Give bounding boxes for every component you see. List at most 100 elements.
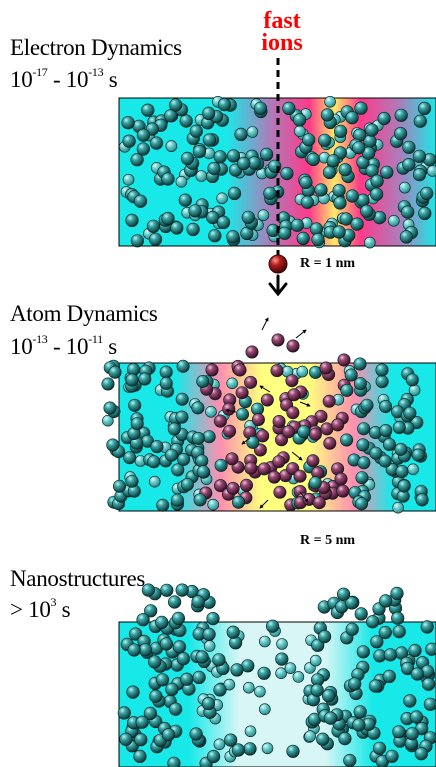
atom: [333, 196, 347, 210]
atom: [382, 437, 396, 451]
atom: [159, 637, 173, 651]
atom: [176, 359, 190, 373]
atom: [320, 108, 335, 122]
atom: [171, 463, 185, 477]
atom: [188, 204, 202, 218]
atom: [149, 689, 163, 703]
atom: [123, 451, 137, 465]
excited-atom: [331, 418, 345, 432]
atom: [409, 710, 424, 724]
excited-atom: [240, 478, 254, 492]
atom-back: [246, 126, 259, 138]
excited-atom: [281, 425, 295, 439]
velocity-arrow: [225, 408, 237, 413]
atom-back: [258, 635, 271, 648]
atom: [399, 230, 414, 244]
atom: [352, 718, 366, 732]
atom: [412, 149, 427, 163]
atom: [146, 219, 160, 233]
atom: [410, 667, 425, 681]
atom: [370, 635, 384, 649]
excited-atom: [312, 496, 326, 510]
velocity-arrow: [259, 499, 269, 509]
atom: [280, 166, 294, 181]
atom-back: [275, 667, 287, 680]
atom: [138, 643, 152, 657]
panel1-title: Electron Dynamics: [10, 35, 182, 60]
excited-atom: [306, 454, 320, 468]
atom: [370, 187, 384, 201]
atom: [408, 643, 422, 658]
atom-back: [148, 475, 161, 488]
ejected-atom: [233, 363, 247, 377]
atom: [415, 493, 429, 507]
excited-atom: [308, 476, 322, 490]
atom: [135, 715, 149, 729]
atom: [378, 454, 392, 468]
atom: [326, 154, 340, 168]
velocity-arrow: [259, 385, 271, 393]
atom-back: [426, 165, 436, 177]
atom: [420, 186, 434, 200]
atom: [129, 627, 143, 641]
excited-atom: [213, 414, 227, 428]
excited-atom: [272, 414, 286, 428]
panel2-atoms: [101, 317, 429, 514]
atom: [360, 398, 374, 412]
atom: [175, 392, 189, 406]
atom: [353, 705, 367, 719]
excited-atom: [297, 425, 311, 439]
atom: [125, 213, 139, 227]
atom: [334, 124, 348, 138]
atom: [413, 114, 427, 128]
atom: [382, 669, 396, 684]
excited-atom: [286, 406, 300, 420]
atom-back: [363, 236, 376, 249]
atom: [175, 410, 189, 424]
ejected-atom: [245, 345, 259, 359]
excited-atom: [308, 427, 322, 441]
atom: [133, 194, 148, 208]
panel3-timescale: > 103 s: [10, 595, 71, 622]
atom: [266, 619, 280, 633]
atom: [339, 212, 353, 226]
atom: [202, 106, 216, 120]
atom-back: [309, 654, 322, 667]
ejected-atom: [205, 363, 219, 377]
excited-atom: [273, 485, 287, 499]
atom: [165, 448, 179, 462]
atom: [226, 230, 240, 244]
panel1-timescale: 10-17 - 10-13 s: [10, 65, 118, 92]
atom: [231, 743, 245, 757]
atom: [243, 742, 257, 756]
atom: [338, 731, 352, 746]
atom: [177, 452, 191, 466]
atom: [191, 431, 205, 445]
atom: [322, 689, 336, 703]
atom: [161, 211, 175, 226]
atom: [420, 620, 434, 634]
atom: [108, 365, 122, 379]
velocity-arrow: [299, 491, 309, 503]
excited-atom: [272, 455, 286, 469]
hillock-atom: [391, 611, 405, 625]
excited-atom: [214, 458, 228, 472]
atom-back: [258, 703, 271, 716]
atom: [136, 142, 150, 156]
atom: [164, 109, 178, 123]
atom: [355, 471, 369, 485]
atom: [405, 727, 419, 741]
atom: [176, 652, 190, 666]
atom: [314, 183, 328, 197]
atom-back: [216, 192, 228, 205]
atom: [234, 127, 248, 141]
atom-back: [165, 140, 178, 152]
atom: [310, 683, 324, 697]
atom: [125, 373, 139, 387]
atom: [380, 165, 394, 179]
hillock-atom: [175, 583, 189, 597]
atom: [170, 221, 184, 235]
atom: [212, 653, 226, 667]
atom: [226, 625, 240, 639]
atom: [213, 683, 227, 697]
